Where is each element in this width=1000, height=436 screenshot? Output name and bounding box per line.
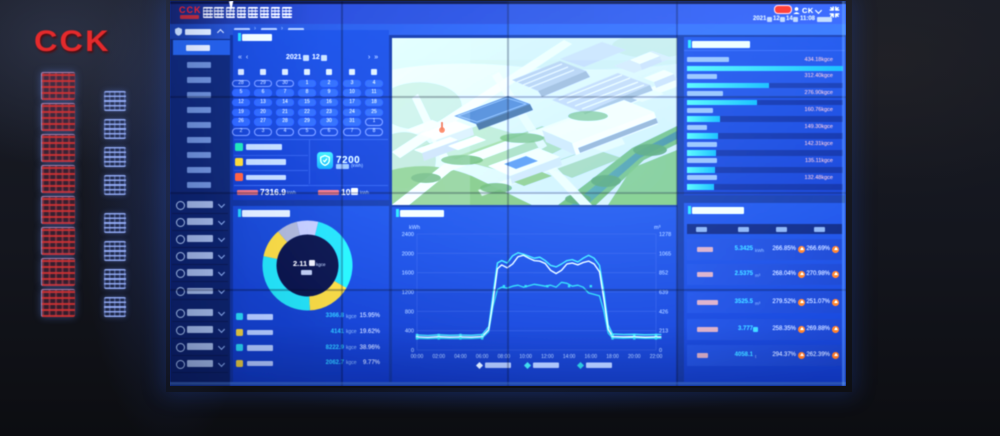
svg-text:16:00: 16:00	[585, 354, 598, 360]
svg-text:1278: 1278	[659, 232, 671, 238]
svg-text:12:00: 12:00	[541, 354, 554, 360]
svg-text:kWh: kWh	[409, 225, 420, 231]
svg-text:2000: 2000	[402, 251, 414, 257]
svg-text:10:00: 10:00	[519, 354, 532, 360]
svg-text:426: 426	[659, 309, 668, 315]
svg-text:m³: m³	[654, 225, 661, 231]
svg-text:14:00: 14:00	[563, 354, 576, 360]
svg-text:1600: 1600	[402, 271, 414, 277]
svg-text:2400: 2400	[402, 232, 414, 238]
svg-text:852: 852	[659, 271, 668, 277]
svg-text:1065: 1065	[659, 251, 671, 257]
svg-text:0: 0	[659, 348, 662, 354]
svg-text:18:00: 18:00	[606, 354, 619, 360]
svg-text:22:00: 22:00	[650, 354, 663, 360]
svg-text:213: 213	[659, 329, 668, 335]
svg-text:639: 639	[659, 290, 668, 296]
svg-text:20:00: 20:00	[628, 354, 641, 360]
